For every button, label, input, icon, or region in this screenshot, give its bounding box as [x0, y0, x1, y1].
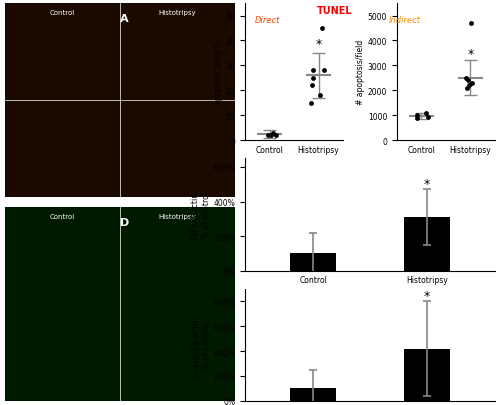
Text: *: * — [468, 47, 473, 60]
Point — [413, 113, 421, 119]
Text: *: * — [316, 38, 322, 51]
Text: Histotripsy: Histotripsy — [158, 10, 196, 16]
Point — [466, 83, 473, 90]
Text: Direct: Direct — [255, 16, 280, 25]
Point — [413, 115, 421, 122]
Point — [316, 93, 324, 99]
Point — [467, 21, 475, 27]
Y-axis label: # apoptosis/field: # apoptosis/field — [356, 40, 365, 105]
Point — [464, 85, 471, 92]
Text: Control: Control — [50, 10, 75, 16]
Bar — [404, 349, 450, 401]
Text: *: * — [424, 290, 430, 303]
Text: Control: Control — [50, 213, 75, 219]
Point — [308, 100, 316, 107]
Point — [424, 114, 432, 121]
Point — [269, 130, 277, 136]
Point — [318, 26, 326, 32]
Text: Histotripsy: Histotripsy — [158, 213, 196, 219]
Y-axis label: c-casp-3/β-actin,
% of control: c-casp-3/β-actin, % of control — [192, 313, 211, 377]
Text: *: * — [424, 177, 430, 190]
Point — [267, 133, 275, 139]
Bar — [290, 254, 336, 271]
Point — [320, 68, 328, 75]
Text: A: A — [120, 14, 128, 24]
Point — [310, 75, 318, 82]
Text: Indirect: Indirect — [389, 16, 421, 25]
Point — [462, 75, 470, 82]
Text: D: D — [120, 217, 129, 227]
Y-axis label: apoptotic area %: apoptotic area % — [214, 40, 223, 105]
Point — [272, 133, 280, 139]
Point — [308, 83, 316, 90]
Bar — [290, 388, 336, 401]
Point — [264, 133, 272, 139]
Point — [464, 78, 471, 84]
Y-axis label: TNFα/β-actin,
% of control: TNFα/β-actin, % of control — [192, 189, 211, 241]
Bar — [404, 217, 450, 271]
Point — [468, 81, 476, 87]
Point — [422, 110, 430, 117]
Point — [310, 68, 318, 75]
Text: TUNEL: TUNEL — [317, 6, 353, 16]
